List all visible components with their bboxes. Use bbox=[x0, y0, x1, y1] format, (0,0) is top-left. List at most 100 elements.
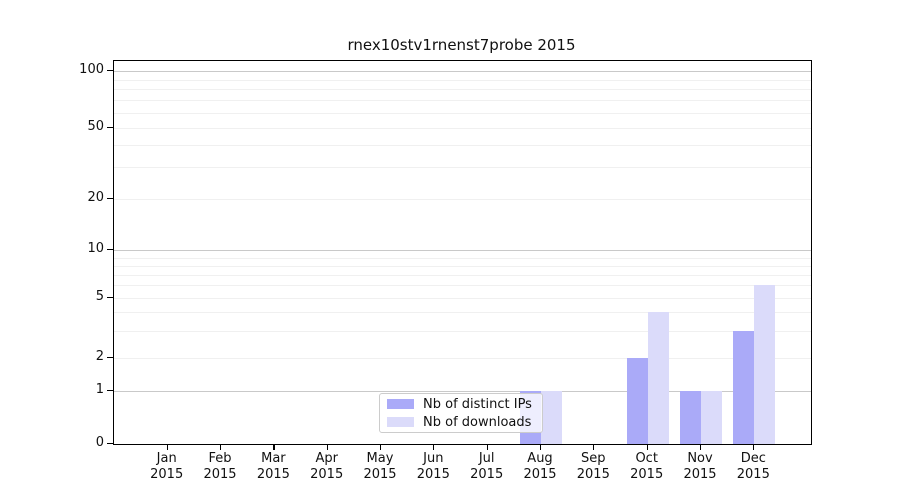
y-tick-20 bbox=[107, 197, 113, 199]
x-tick-label-may: May 2015 bbox=[348, 451, 412, 483]
major-gridline-1 bbox=[114, 391, 811, 392]
x-tick-nov bbox=[700, 444, 702, 450]
y-tick-label-20: 20 bbox=[87, 189, 104, 205]
minor-gridline-90 bbox=[114, 79, 811, 81]
x-tick-jul bbox=[486, 444, 488, 450]
x-tick-year: 2015 bbox=[310, 467, 344, 482]
y-tick-label-100: 100 bbox=[79, 62, 104, 77]
x-tick-month: Feb bbox=[208, 451, 232, 466]
x-tick-label-jul: Jul 2015 bbox=[455, 451, 519, 483]
minor-gridline-9 bbox=[114, 257, 811, 259]
bar-downloads-oct bbox=[647, 312, 669, 444]
minor-gridline-6 bbox=[114, 285, 811, 287]
major-gridline-100 bbox=[114, 71, 811, 72]
legend-item-distinct-ips: Nb of distinct IPs bbox=[387, 396, 535, 412]
minor-gridline-50 bbox=[114, 127, 811, 129]
minor-gridline-5 bbox=[114, 297, 811, 299]
legend-label-downloads: Nb of downloads bbox=[423, 414, 532, 430]
x-tick-aug bbox=[540, 444, 542, 450]
minor-gridline-20 bbox=[114, 198, 811, 200]
x-tick-month: Jul bbox=[478, 451, 495, 466]
minor-gridline-7 bbox=[114, 274, 811, 276]
y-tick-10 bbox=[107, 249, 113, 251]
y-tick-label-2: 2 bbox=[95, 348, 104, 364]
minor-gridline-3 bbox=[114, 331, 811, 333]
x-tick-year: 2015 bbox=[416, 467, 450, 482]
major-gridline-10 bbox=[114, 250, 811, 252]
minor-gridline-4 bbox=[114, 312, 811, 314]
minor-gridline-80 bbox=[114, 89, 811, 91]
x-tick-label-dec: Dec 2015 bbox=[721, 451, 785, 483]
bar-distinct-ips-nov bbox=[680, 391, 701, 444]
y-tick-label-0: 0 bbox=[95, 435, 104, 450]
x-tick-year: 2015 bbox=[630, 467, 664, 482]
x-tick-label-apr: Apr 2015 bbox=[295, 451, 359, 483]
x-tick-year: 2015 bbox=[736, 467, 770, 482]
y-tick-label-5: 5 bbox=[95, 288, 104, 304]
bar-downloads-dec bbox=[754, 285, 776, 444]
x-tick-year: 2015 bbox=[150, 467, 184, 482]
x-tick-year: 2015 bbox=[523, 467, 557, 482]
x-tick-month: Apr bbox=[315, 451, 338, 466]
y-tick-label-10: 10 bbox=[87, 241, 104, 257]
y-tick-50 bbox=[107, 126, 113, 128]
x-tick-month: Oct bbox=[635, 451, 658, 466]
minor-gridline-8 bbox=[114, 265, 811, 267]
minor-gridline-40 bbox=[114, 145, 811, 146]
x-tick-year: 2015 bbox=[256, 467, 290, 482]
x-tick-label-aug: Aug 2015 bbox=[508, 451, 572, 483]
plot-area bbox=[113, 60, 812, 445]
legend: Nb of distinct IPs Nb of downloads bbox=[379, 393, 543, 433]
x-tick-label-mar: Mar 2015 bbox=[241, 451, 305, 483]
x-tick-year: 2015 bbox=[576, 467, 610, 482]
x-tick-year: 2015 bbox=[470, 467, 504, 482]
x-tick-jan bbox=[166, 444, 168, 450]
bar-downloads-aug bbox=[541, 391, 562, 444]
x-tick-label-jan: Jan 2015 bbox=[135, 451, 199, 483]
x-tick-feb bbox=[220, 444, 222, 450]
y-tick-label-1: 1 bbox=[95, 382, 104, 397]
legend-swatch-distinct-ips bbox=[387, 399, 414, 409]
x-tick-month: Mar bbox=[261, 451, 286, 466]
chart-title: rnex10stv1rnenst7probe 2015 bbox=[347, 36, 576, 54]
x-tick-month: Nov bbox=[687, 451, 713, 466]
y-tick-0 bbox=[107, 443, 113, 445]
y-tick-label-50: 50 bbox=[87, 118, 104, 134]
x-tick-year: 2015 bbox=[683, 467, 717, 482]
x-tick-month: Dec bbox=[740, 451, 766, 466]
legend-label-distinct-ips: Nb of distinct IPs bbox=[423, 396, 532, 412]
x-tick-jun bbox=[433, 444, 435, 450]
x-tick-month: Jan bbox=[156, 451, 177, 466]
minor-gridline-70 bbox=[114, 100, 811, 102]
x-tick-oct bbox=[646, 444, 648, 450]
x-tick-label-oct: Oct 2015 bbox=[615, 451, 679, 483]
x-tick-month: May bbox=[366, 451, 394, 466]
y-tick-5 bbox=[107, 296, 113, 298]
x-tick-month: Aug bbox=[527, 451, 553, 466]
legend-item-downloads: Nb of downloads bbox=[387, 414, 535, 430]
x-tick-may bbox=[380, 444, 382, 450]
y-tick-100 bbox=[107, 70, 113, 72]
minor-gridline-30 bbox=[114, 167, 811, 169]
minor-gridline-60 bbox=[114, 112, 811, 114]
minor-gridline-2 bbox=[114, 357, 811, 359]
x-tick-label-nov: Nov 2015 bbox=[668, 451, 732, 483]
x-tick-apr bbox=[326, 444, 328, 450]
bar-downloads-nov bbox=[701, 391, 722, 444]
x-tick-label-sep: Sep 2015 bbox=[561, 451, 625, 483]
x-tick-mar bbox=[273, 444, 275, 450]
bar-distinct-ips-dec bbox=[733, 331, 755, 444]
legend-swatch-downloads bbox=[387, 417, 414, 427]
y-tick-1 bbox=[107, 390, 113, 392]
x-tick-dec bbox=[753, 444, 755, 450]
x-tick-month: Jun bbox=[423, 451, 444, 466]
x-tick-sep bbox=[593, 444, 595, 450]
x-tick-label-feb: Feb 2015 bbox=[188, 451, 252, 483]
x-tick-year: 2015 bbox=[203, 467, 237, 482]
x-tick-year: 2015 bbox=[363, 467, 397, 482]
x-tick-label-jun: Jun 2015 bbox=[401, 451, 465, 483]
bar-distinct-ips-oct bbox=[626, 357, 648, 444]
y-tick-2 bbox=[107, 356, 113, 358]
x-tick-month: Sep bbox=[581, 451, 606, 466]
